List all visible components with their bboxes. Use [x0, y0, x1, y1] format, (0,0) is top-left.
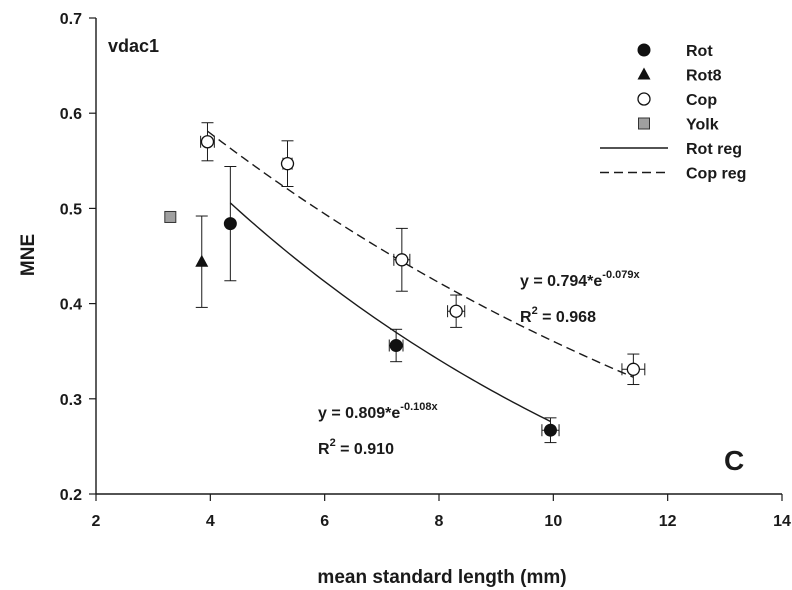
legend-swatch-rot: [637, 43, 651, 57]
y-axis-ticks: 0.2 0.3 0.4 0.5 0.6 0.7: [60, 11, 96, 504]
cop-r2-label: R: [520, 309, 532, 326]
y-tick-label: 0.3: [60, 392, 82, 409]
svg-text:y = 0.809*e-0.108x: y = 0.809*e-0.108x: [318, 401, 438, 422]
cop-equation-prefix: y = 0.794*e: [520, 273, 602, 290]
x-tick-label: 12: [659, 513, 677, 530]
rot-point: [223, 217, 237, 231]
y-tick-label: 0.4: [60, 297, 82, 314]
cop-r2-equals: =: [538, 309, 556, 326]
panel-label: C: [724, 445, 744, 476]
cop-point: [626, 362, 641, 376]
rot-equation: y = 0.809*e-0.108x R2 = 0.910: [318, 401, 438, 458]
cop-r2-power: 2: [532, 305, 538, 317]
rot-point: [389, 338, 403, 352]
x-tick-label: 4: [206, 513, 215, 530]
x-axis-ticks: 2 4 6 8 10 12 14: [92, 494, 791, 530]
y-tick-label: 0.7: [60, 11, 82, 28]
rot-equation-prefix: y = 0.809*e: [318, 405, 400, 422]
regression-curves: [207, 130, 634, 423]
legend-label-cop: Cop: [686, 92, 717, 109]
x-axis-title: mean standard length (mm): [317, 567, 566, 588]
legend-swatch-rot8: [637, 67, 651, 80]
svg-text:R2 = 0.968: R2 = 0.968: [520, 305, 596, 326]
svg-text:R2 = 0.910: R2 = 0.910: [318, 437, 394, 458]
cop-point: [280, 157, 295, 171]
x-tick-label: 2: [92, 513, 101, 530]
rot-r2-label: R: [318, 441, 330, 458]
legend-label-rot8: Rot8: [686, 68, 722, 85]
legend: Rot Rot8 Cop Yolk Rot reg Cop reg: [600, 43, 746, 183]
x-tick-label: 8: [435, 513, 444, 530]
cop-point: [200, 135, 215, 149]
rot8-point: [195, 254, 209, 267]
rot-r2-power: 2: [330, 437, 336, 449]
legend-label-cop-reg: Cop reg: [686, 166, 746, 183]
data-points: [164, 122, 646, 444]
svg-text:y = 0.794*e-0.079x: y = 0.794*e-0.079x: [520, 269, 640, 290]
rot-reg-curve: [229, 202, 551, 423]
rot-r2-equals: =: [336, 441, 354, 458]
legend-label-rot-reg: Rot reg: [686, 141, 742, 158]
cop-point: [449, 304, 463, 318]
rot-equation-exponent: -0.108x: [400, 401, 438, 413]
cop-equation-exponent: -0.079x: [602, 269, 640, 281]
y-tick-label: 0.5: [60, 201, 82, 218]
legend-swatch-cop: [637, 92, 651, 106]
axes: [95, 18, 782, 495]
y-tick-label: 0.2: [60, 487, 82, 504]
x-tick-label: 14: [773, 513, 791, 530]
legend-label-rot: Rot: [686, 43, 713, 60]
x-tick-label: 10: [544, 513, 562, 530]
cop-r2-value: 0.968: [556, 309, 596, 326]
gene-label: vdac1: [108, 36, 159, 56]
legend-label-yolk: Yolk: [686, 117, 719, 134]
legend-swatch-yolk: [638, 117, 650, 130]
y-tick-label: 0.6: [60, 106, 82, 123]
cop-equation: y = 0.794*e-0.079x R2 = 0.968: [520, 269, 640, 326]
x-tick-label: 6: [320, 513, 329, 530]
y-axis-title: MNE: [18, 234, 39, 276]
yolk-point: [164, 210, 177, 223]
rot-point: [543, 423, 557, 437]
cop-point: [395, 253, 409, 267]
rot-r2-value: 0.910: [354, 441, 394, 458]
cop-reg-curve: [207, 130, 634, 378]
